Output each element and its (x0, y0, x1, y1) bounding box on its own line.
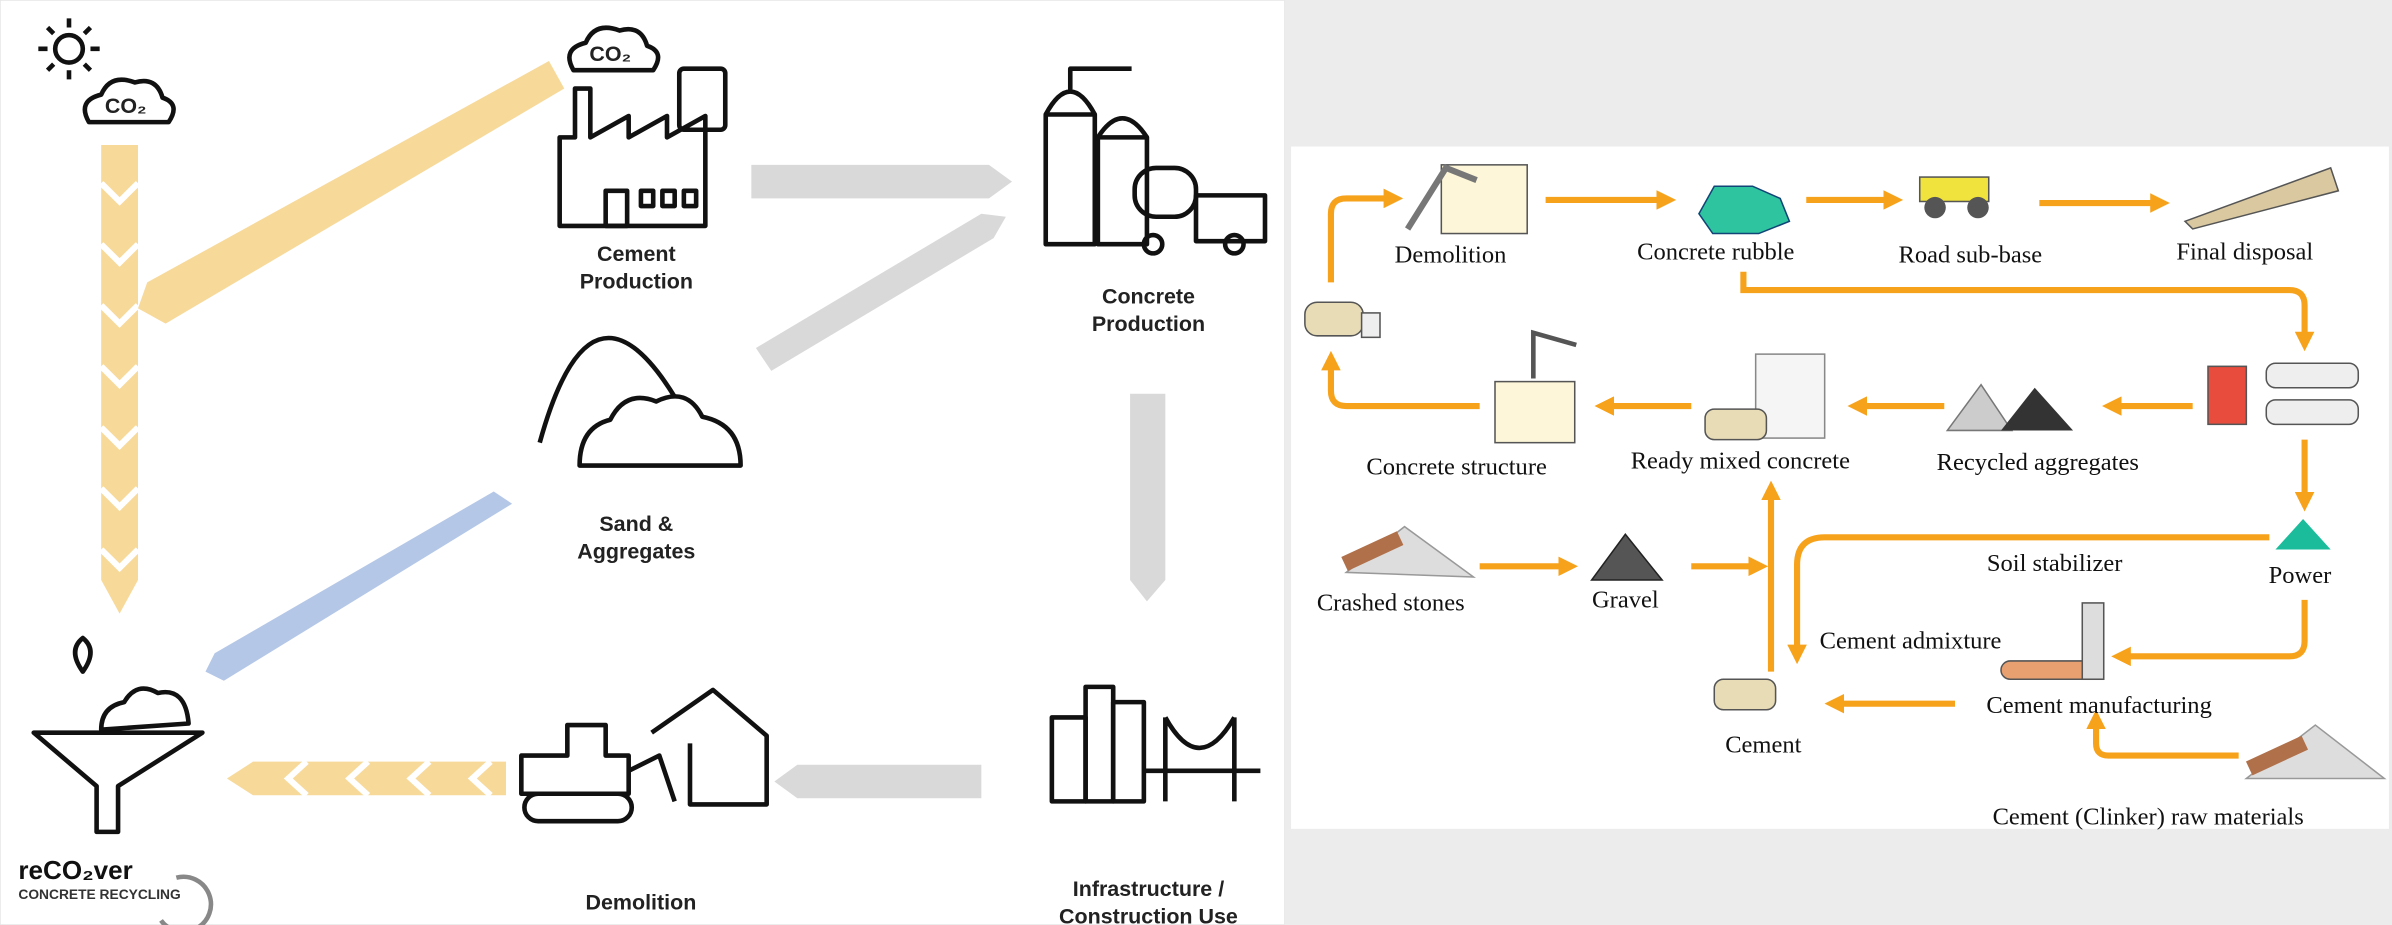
node-label: Aggregates (577, 540, 695, 564)
node-label: Construction Use (1059, 905, 1238, 925)
logo-name: reCO₂ver (18, 855, 132, 885)
node-label: Concrete rubble (1637, 239, 1794, 266)
node-label: Demolition (1395, 242, 1507, 269)
node-label: Production (580, 270, 693, 294)
node-label: Road sub-base (1898, 242, 2042, 269)
node-label: Soil stabilizer (1987, 550, 2123, 577)
co2-label: CO₂ (589, 42, 631, 66)
page: CO₂ CO₂ reCO₂ver CONCRETE RECYCLING Ceme… (0, 0, 2392, 925)
logo-tagline: CONCRETE RECYCLING (18, 887, 180, 902)
yellow-vertical-arrow (101, 145, 138, 614)
gray-arrow (774, 765, 981, 799)
node-label: Sand & (599, 512, 673, 536)
node-label: Demolition (586, 891, 697, 915)
node-label: Gravel (1592, 587, 1659, 614)
node-label: Cement admixture (1820, 628, 2002, 655)
node-label: Concrete structure (1366, 454, 1547, 481)
node-label: Crashed stones (1317, 590, 1465, 617)
node-label: Cement (Clinker) raw materials (1993, 803, 2304, 830)
gray-arrow (1130, 394, 1165, 602)
node-label: Power (2269, 562, 2332, 589)
node-label: Cement (597, 242, 676, 266)
gray-arrow (751, 165, 1012, 199)
node-label: Cement (1725, 732, 1801, 759)
node-label: Cement manufacturing (1986, 692, 2211, 719)
node-label: Production (1092, 312, 1205, 336)
node-label: Infrastructure / (1073, 877, 1224, 901)
node-label: Recycled aggregates (1937, 449, 2139, 476)
left-panel (0, 0, 1285, 925)
node-label: Ready mixed concrete (1631, 448, 1850, 475)
co2-label: CO₂ (105, 94, 147, 118)
node-label: Concrete (1102, 285, 1195, 309)
node-label: Final disposal (2176, 239, 2313, 266)
